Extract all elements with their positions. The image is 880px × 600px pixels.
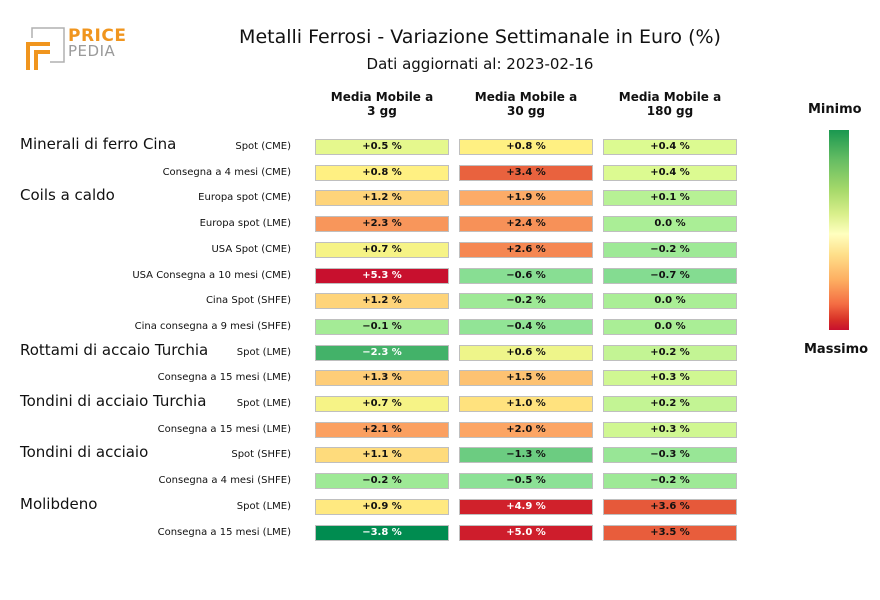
row-label: USA Spot (CME) (211, 243, 291, 255)
heatmap-cell: −0.2 % (459, 293, 593, 310)
heatmap-cell: −0.3 % (603, 447, 737, 464)
heatmap-cell: +2.4 % (459, 216, 593, 233)
heatmap-cell: +1.1 % (315, 447, 449, 464)
heatmap-cell: +1.3 % (315, 370, 449, 387)
heatmap-cell: +2.0 % (459, 421, 593, 438)
row-label: Spot (SHFE) (231, 449, 291, 461)
heatmap-cell: +1.0 % (459, 396, 593, 412)
heatmap-cell: +4.9 % (459, 498, 593, 515)
heatmap-cell: +1.2 % (315, 293, 449, 310)
group-label: Tondini di acciaio (20, 443, 149, 462)
heatmap-cell: 0.0 % (603, 293, 737, 310)
heatmap-cell: +0.8 % (315, 164, 449, 181)
heatmap-cell: +1.9 % (459, 190, 593, 207)
column-header-30gg: Media Mobile a 30 gg (474, 90, 578, 118)
heatmap-cell: +3.4 % (459, 164, 593, 181)
row-label: Consegna a 4 mesi (SHFE) (158, 475, 291, 487)
heatmap-cell: +0.3 % (603, 421, 737, 438)
heatmap-cell: +0.3 % (603, 370, 737, 387)
heatmap-cell: +1.5 % (459, 370, 593, 387)
colorbar (829, 130, 849, 330)
heatmap-cell: +5.0 % (459, 524, 593, 541)
row-label: Spot (LME) (236, 398, 291, 409)
heatmap-cell: +0.7 % (315, 241, 449, 258)
heatmap-cell: +3.5 % (603, 524, 737, 541)
heatmap-cell: +2.3 % (315, 216, 449, 233)
heatmap-cell: +0.5 % (315, 139, 449, 155)
column-header-3gg: Media Mobile a 3 gg (330, 90, 434, 118)
row-label: Consegna a 15 mesi (LME) (157, 423, 291, 435)
group-label: Molibdeno (20, 494, 98, 513)
heatmap-cell: −0.1 % (315, 318, 449, 335)
heatmap-cell: +0.4 % (603, 164, 737, 181)
chart-subtitle: Dati aggiornati al: 2023-02-16 (366, 55, 594, 73)
heatmap-cell: −0.4 % (459, 318, 593, 335)
heatmap-cell: +5.3 % (315, 267, 449, 284)
chart-title: Metalli Ferrosi - Variazione Settimanale… (239, 26, 721, 48)
colorbar-min-label: Minimo (808, 102, 862, 117)
logo-text-pedia: PEDIA (68, 42, 116, 60)
row-label: Spot (CME) (235, 141, 291, 152)
heatmap-cell: −0.6 % (459, 267, 593, 284)
group-label: Tondini di acciaio Turchia (20, 392, 207, 410)
group-label: Minerali di ferro Cina (20, 135, 177, 153)
heatmap-cell: +0.9 % (315, 498, 449, 515)
group-label: Coils a caldo (20, 186, 115, 205)
heatmap-cell: −1.3 % (459, 447, 593, 464)
heatmap-cell: −2.3 % (315, 344, 449, 361)
row-label: Spot (LME) (236, 500, 291, 512)
heatmap-cell: +1.2 % (315, 190, 449, 207)
logo-text-price: PRICE (68, 26, 127, 46)
group-label: Rottami di accaio Turchia (20, 340, 209, 359)
row-label: Spot (LME) (236, 346, 291, 358)
heatmap-cell: −0.7 % (603, 267, 737, 284)
heatmap-cell: +3.6 % (603, 498, 737, 515)
heatmap-cell: 0.0 % (603, 318, 737, 335)
row-label: Europa spot (LME) (199, 218, 291, 230)
heatmap-cell: +0.2 % (603, 396, 737, 412)
logo-mark-icon (26, 27, 65, 70)
column-header-180gg: Media Mobile a 180 gg (618, 90, 722, 118)
row-label: Cina Spot (SHFE) (205, 295, 291, 307)
heatmap-cell: −0.2 % (603, 473, 737, 490)
heatmap-cell: +0.2 % (603, 344, 737, 361)
pricepedia-logo: PRICE PEDIA (20, 24, 130, 74)
heatmap-cell: 0.0 % (603, 216, 737, 233)
heatmap-cell: +0.7 % (315, 396, 449, 412)
row-label: Cina consegna a 9 mesi (SHFE) (134, 320, 291, 332)
row-label: USA Consegna a 10 mesi (CME) (132, 269, 291, 281)
heatmap-cell: −0.2 % (315, 473, 449, 490)
heatmap-cell: +2.6 % (459, 241, 593, 258)
heatmap-cell: +0.4 % (603, 139, 737, 155)
heatmap-cell: +0.8 % (459, 139, 593, 155)
row-label: Consegna a 15 mesi (LME) (157, 526, 291, 538)
heatmap-cell: +0.1 % (603, 190, 737, 207)
row-label: Consegna a 15 mesi (LME) (157, 372, 291, 384)
heatmap-cell: −0.2 % (603, 241, 737, 258)
heatmap-cell: −0.5 % (459, 473, 593, 490)
colorbar-max-label: Massimo (804, 342, 869, 357)
heatmap-cell: +0.6 % (459, 344, 593, 361)
heatmap-cell: −3.8 % (315, 524, 449, 541)
heatmap-cell: +2.1 % (315, 421, 449, 438)
row-label: Consegna a 4 mesi (CME) (162, 166, 291, 178)
row-label: Europa spot (CME) (198, 192, 291, 204)
